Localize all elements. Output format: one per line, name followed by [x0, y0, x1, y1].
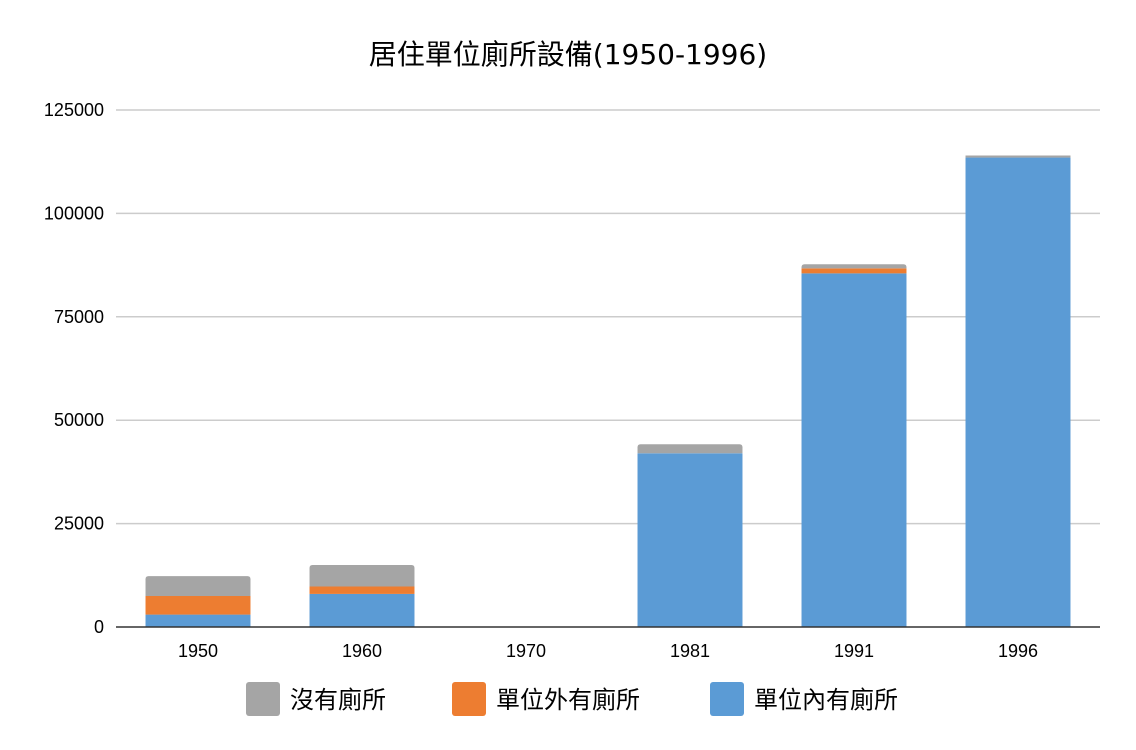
y-tick-label: 75000 — [54, 307, 104, 327]
legend: 沒有廁所 單位外有廁所 單位內有廁所 — [246, 682, 898, 716]
x-tick-label: 1981 — [670, 641, 710, 661]
y-tick-label: 0 — [94, 617, 104, 637]
chart-title: 居住單位廁所設備(1950-1996) — [369, 38, 767, 71]
bar-1950-series-3 — [145, 576, 251, 596]
x-axis-tick-labels: 1950 1960 1970 1981 1991 1996 — [178, 641, 1038, 661]
bar-1960-series-1 — [309, 593, 415, 627]
bar-1950-series-2 — [145, 595, 251, 615]
y-tick-label: 100000 — [44, 203, 104, 223]
y-tick-label: 125000 — [44, 100, 104, 120]
legend-swatch — [710, 682, 744, 716]
legend-swatch — [452, 682, 486, 716]
bar-1991-series-1 — [801, 273, 907, 627]
bar-1981-series-3 — [637, 444, 743, 454]
bar-1950-series-1 — [145, 614, 251, 627]
x-tick-label: 1996 — [998, 641, 1038, 661]
bar-1991-series-3 — [801, 264, 907, 269]
y-tick-label: 50000 — [54, 410, 104, 430]
bar-1991-series-2 — [801, 268, 907, 274]
y-tick-label: 25000 — [54, 514, 104, 534]
x-tick-label: 1970 — [506, 641, 546, 661]
bar-1996-series-3 — [965, 155, 1071, 158]
x-tick-label: 1960 — [342, 641, 382, 661]
bars — [145, 155, 1071, 627]
legend-label: 沒有廁所 — [290, 686, 386, 714]
x-tick-label: 1991 — [834, 641, 874, 661]
bar-1960-series-3 — [309, 564, 415, 587]
legend-label: 單位外有廁所 — [496, 686, 640, 714]
x-tick-label: 1950 — [178, 641, 218, 661]
legend-swatch — [246, 682, 280, 716]
bar-1960-series-2 — [309, 586, 415, 594]
bar-1981-series-1 — [637, 453, 743, 627]
gridlines — [116, 109, 1100, 525]
bar-1996-series-1 — [965, 157, 1071, 627]
legend-label: 單位內有廁所 — [754, 686, 898, 714]
y-axis-tick-labels: 0 25000 50000 75000 100000 125000 — [44, 100, 104, 637]
